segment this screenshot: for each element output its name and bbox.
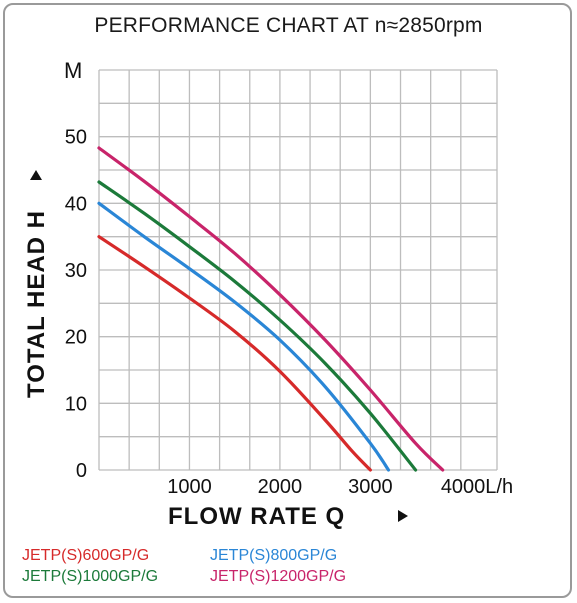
x-tick-label: 2000 <box>258 476 303 498</box>
series-line-jetp-s-1200gp-g <box>97 146 445 472</box>
y-unit-label: M <box>64 58 83 83</box>
y-tick-label: 50 <box>65 127 87 149</box>
legend-item-1200: JETP(S)1200GP/G <box>210 568 347 585</box>
grid-lines <box>98 69 498 471</box>
series-lines <box>97 146 445 472</box>
tick-labels: 0 10 20 30 40 50 1000 2000 3000 4000L/h <box>65 127 513 498</box>
x-tick-label: 4000L/h <box>441 476 513 498</box>
x-axis-arrow-icon <box>398 510 408 522</box>
x-tick-label: 3000 <box>348 476 393 498</box>
series-line-jetp-s-800gp-g <box>97 201 391 472</box>
y-axis-arrow-icon <box>30 170 42 180</box>
y-tick-label: 40 <box>65 193 87 215</box>
series-line-jetp-s-600gp-g <box>97 235 372 472</box>
legend-item-1000: JETP(S)1000GP/G <box>22 568 159 585</box>
series-line-jetp-s-1000gp-g <box>97 180 418 472</box>
legend-item-600: JETP(S)600GP/G <box>22 547 150 564</box>
legend-item-800: JETP(S)800GP/G <box>210 547 338 564</box>
x-tick-label: 1000 <box>167 476 212 498</box>
x-axis-title: FLOW RATE Q <box>168 503 346 530</box>
chart-title: PERFORMANCE CHART AT n≈2850rpm <box>94 14 483 37</box>
y-tick-label: 30 <box>65 260 87 282</box>
y-tick-label: 0 <box>76 460 87 482</box>
y-tick-label: 20 <box>65 327 87 349</box>
y-tick-label: 10 <box>65 393 87 415</box>
